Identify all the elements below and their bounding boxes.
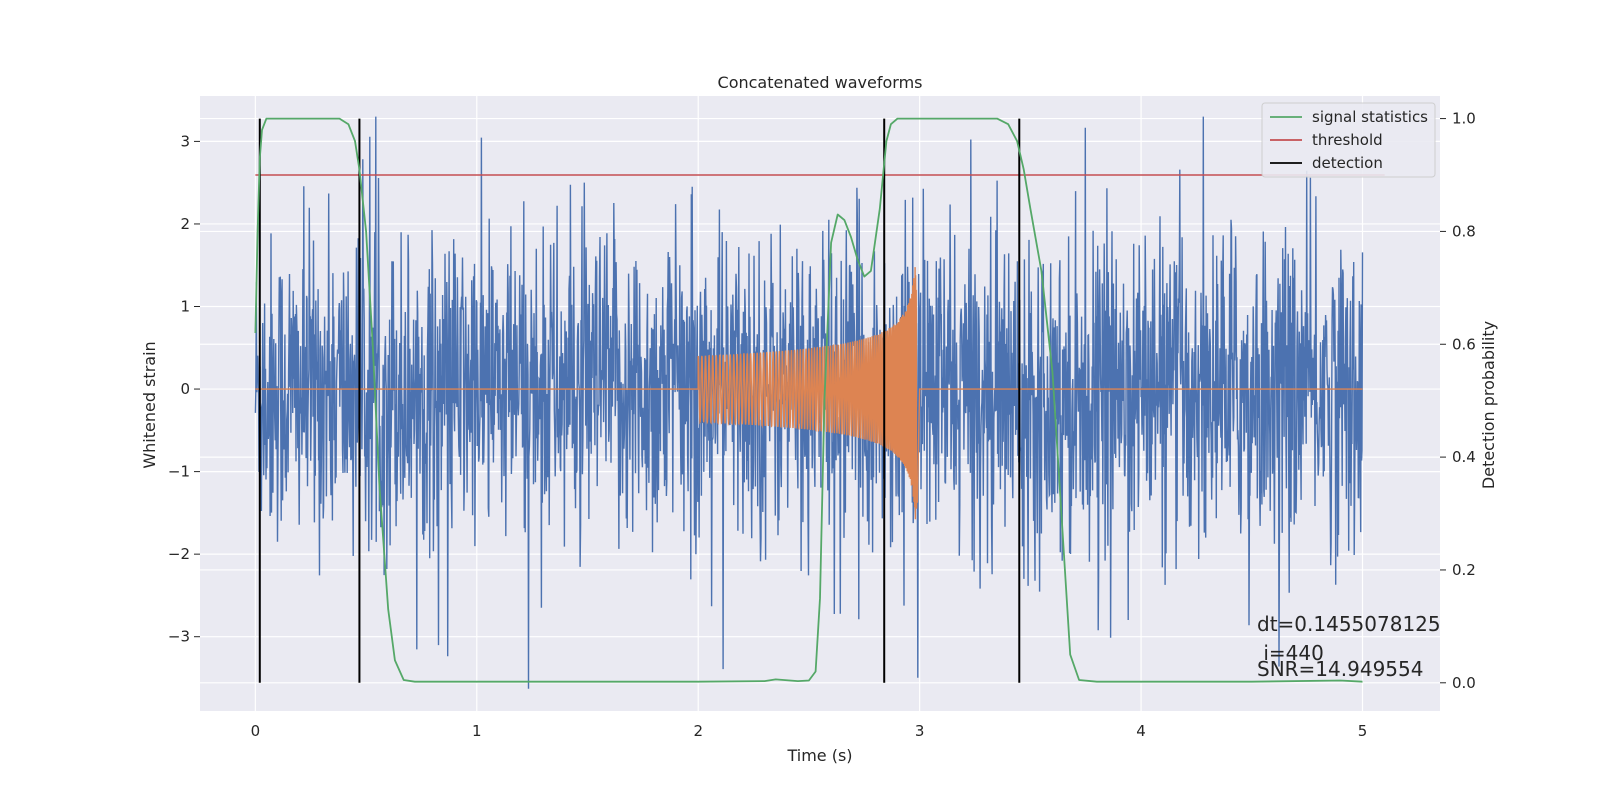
legend-label-signal-statistics: signal statistics	[1312, 108, 1428, 126]
template-series-line	[255, 267, 1363, 520]
y2-tick-label: 0.4	[1452, 448, 1476, 466]
legend-label-threshold: threshold	[1312, 131, 1383, 149]
axes-layer: 0 1 2 3 4 5 −3 −2 −1 0 1 2 3 0.0 0.2 0.4 0.6 0.8 1.0	[168, 110, 1476, 740]
y2-tick-label: 0.0	[1452, 674, 1476, 692]
y2-axis-label: Detection probability	[1479, 321, 1498, 489]
template-series-layer	[255, 267, 1363, 520]
x-axis-label: Time (s)	[786, 746, 852, 765]
y-axis-label: Whitened strain	[140, 341, 159, 468]
legend-box	[1261, 102, 1436, 178]
annotation-snr: SNR=14.949554	[1257, 657, 1423, 681]
legend: signal statistics threshold detection	[1261, 102, 1436, 178]
annotation-dt: dt=0.1455078125	[1257, 612, 1441, 636]
x-tick-label: 1	[472, 722, 482, 740]
y-tick-label: 3	[180, 132, 190, 150]
y-tick-label: −1	[168, 463, 190, 481]
y2-tick-label: 0.6	[1452, 335, 1476, 353]
annotation-index: i=440	[1257, 641, 1324, 665]
y2-tick-label: 0.8	[1452, 222, 1476, 240]
noise-series-layer	[254, 116, 1364, 689]
x-tick-label: 5	[1358, 722, 1368, 740]
x-tick-label: 0	[251, 722, 261, 740]
y-tick-label: −2	[168, 545, 190, 563]
x-tick-label: 3	[915, 722, 925, 740]
y-tick-label: −3	[168, 628, 190, 646]
signal-statistics-line	[254, 117, 1363, 683]
y2-tick-label: 0.2	[1452, 561, 1476, 579]
chart-title: Concatenated waveforms	[718, 73, 923, 92]
legend-label-detection: detection	[1312, 154, 1383, 172]
y-tick-label: 1	[180, 298, 190, 316]
x-tick-label: 2	[693, 722, 703, 740]
y2-tick-label: 1.0	[1452, 110, 1476, 128]
y-tick-label: 0	[180, 380, 190, 398]
x-tick-label: 4	[1136, 722, 1146, 740]
detection-layer	[258, 118, 1021, 683]
noise-series-line	[254, 116, 1364, 689]
signal-statistics-layer	[254, 117, 1363, 683]
y-tick-label: 2	[180, 215, 190, 233]
